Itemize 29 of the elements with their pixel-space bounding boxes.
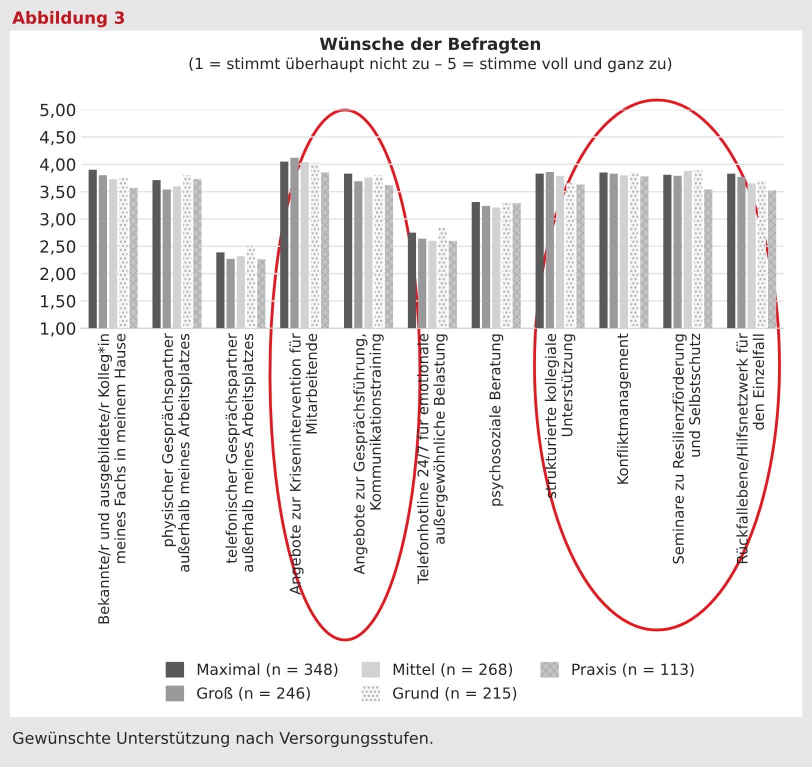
y-tick-label: 4,00: [40, 158, 76, 173]
x-tick-label: Telefonhotline 24/7 für emotionale außergewöhnliche Belastung: [417, 334, 448, 584]
y-tick-label: 3,50: [40, 186, 76, 200]
x-tick-label: Konfliktmanagement: [616, 333, 632, 484]
legend-label: Praxis (n = 113): [572, 663, 694, 677]
y-tick-label: 3,00: [40, 212, 76, 228]
x-tick-label: psychosoziale Beratung: [489, 334, 504, 506]
y-tick-label: 2,00: [40, 268, 76, 282]
legend-label: Mittel (n = 268): [394, 663, 512, 677]
legend-label: Grund (n = 215): [393, 687, 516, 701]
y-tick-label: 2,50: [40, 240, 76, 255]
text: Gewünschte Unterstützung nach Versorgungsstufen.: [13, 732, 432, 748]
chart-subtitle: (1 = stimmt überhaupt nicht zu – 5 = stimme voll und ganz zu): [190, 57, 672, 72]
x-tick-label: Angebote zur Gesprächsführung, Kommunikationstraining: [353, 334, 384, 574]
x-tick-label: Bekannte/r und ausgebildete/r Kolleg*in meines Fachs in meinem Hause: [98, 334, 126, 624]
x-tick-label: Rückfallebene/Hilfsnetzwerk für den Einzelfall: [736, 333, 764, 564]
x-tick-label: telefonischer Gesprächspartner außerhalb meines Arbeitsplatzes: [226, 333, 256, 572]
x-tick-label: physischer Gesprächspartner außerhalb meines Arbeitsplatzes: [162, 333, 192, 572]
y-tick-label: 1,00: [41, 322, 76, 337]
y-tick-label: 1,50: [41, 294, 76, 310]
y-tick-label: 4,50: [40, 130, 76, 146]
legend-label: Maximal (n = 348): [198, 663, 338, 677]
chart-title: Wünsche der Befragten: [320, 36, 540, 54]
x-tick-label: Angebote zur Krisenintervention für Mitarbeitende: [289, 333, 318, 595]
y-tick-label: 5,00: [40, 104, 76, 118]
legend-label: Groß (n = 246): [197, 687, 310, 701]
text: Abbildung 3: [12, 11, 124, 28]
x-tick-label: Seminare zu Resilienzförderung und Selbstschutz: [672, 334, 700, 564]
x-tick-label: strukturierte kollegiale Unterstützung: [544, 334, 576, 498]
